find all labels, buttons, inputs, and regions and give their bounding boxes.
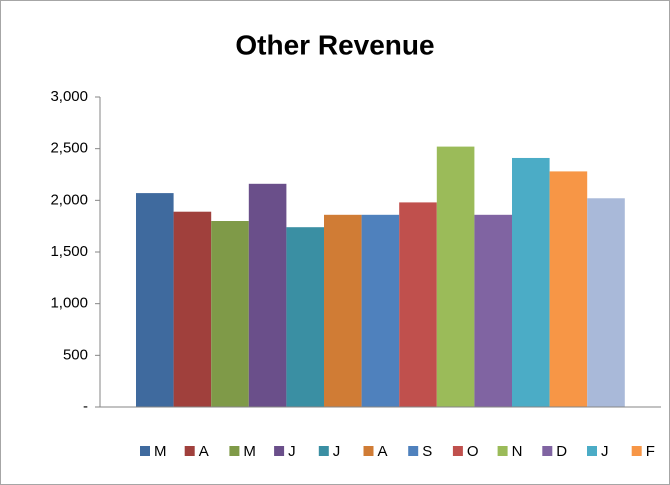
y-tick-label: 3,000	[50, 88, 88, 105]
legend-label: F	[646, 443, 655, 460]
legend-swatch	[363, 446, 374, 456]
bar	[211, 221, 249, 407]
y-tick-label: 2,000	[50, 191, 88, 208]
legend-label: O	[467, 443, 479, 460]
bar	[549, 171, 588, 407]
legend-swatch	[274, 446, 285, 456]
legend-label: J	[288, 443, 296, 460]
y-tick-label: 500	[63, 346, 88, 363]
bar	[173, 211, 212, 407]
legend-swatch	[497, 446, 508, 456]
legend-swatch	[229, 446, 240, 456]
bar	[324, 214, 362, 407]
legend-swatch	[452, 446, 463, 456]
legend-label: S	[422, 443, 432, 460]
legend-swatch	[140, 446, 150, 456]
legend-label: J	[601, 443, 609, 460]
bar	[248, 183, 287, 407]
y-tick-label: 1,000	[50, 295, 88, 312]
legend-label: A	[378, 443, 388, 460]
bar	[474, 214, 512, 407]
bar	[587, 198, 625, 407]
bar	[136, 193, 174, 407]
legend-swatch	[631, 446, 642, 456]
y-tick-label: 2,500	[50, 140, 88, 157]
bar	[399, 202, 437, 407]
y-tick-label: -	[83, 398, 88, 415]
legend-swatch	[318, 446, 329, 456]
legend-label: M	[243, 443, 256, 460]
legend-swatch	[408, 446, 419, 456]
bar	[286, 227, 324, 407]
bar	[361, 214, 400, 407]
legend-label: J	[333, 443, 341, 460]
legend-swatch	[542, 446, 553, 456]
y-tick-label: 1,500	[50, 243, 88, 260]
bar	[512, 157, 550, 407]
legend-label: N	[512, 443, 523, 460]
chart-title: Other Revenue	[235, 29, 434, 60]
legend-label: D	[556, 443, 567, 460]
legend-label: M	[154, 443, 167, 460]
legend-label: A	[199, 443, 209, 460]
legend-swatch	[184, 446, 195, 456]
legend-swatch	[587, 446, 597, 456]
bar	[436, 146, 475, 407]
